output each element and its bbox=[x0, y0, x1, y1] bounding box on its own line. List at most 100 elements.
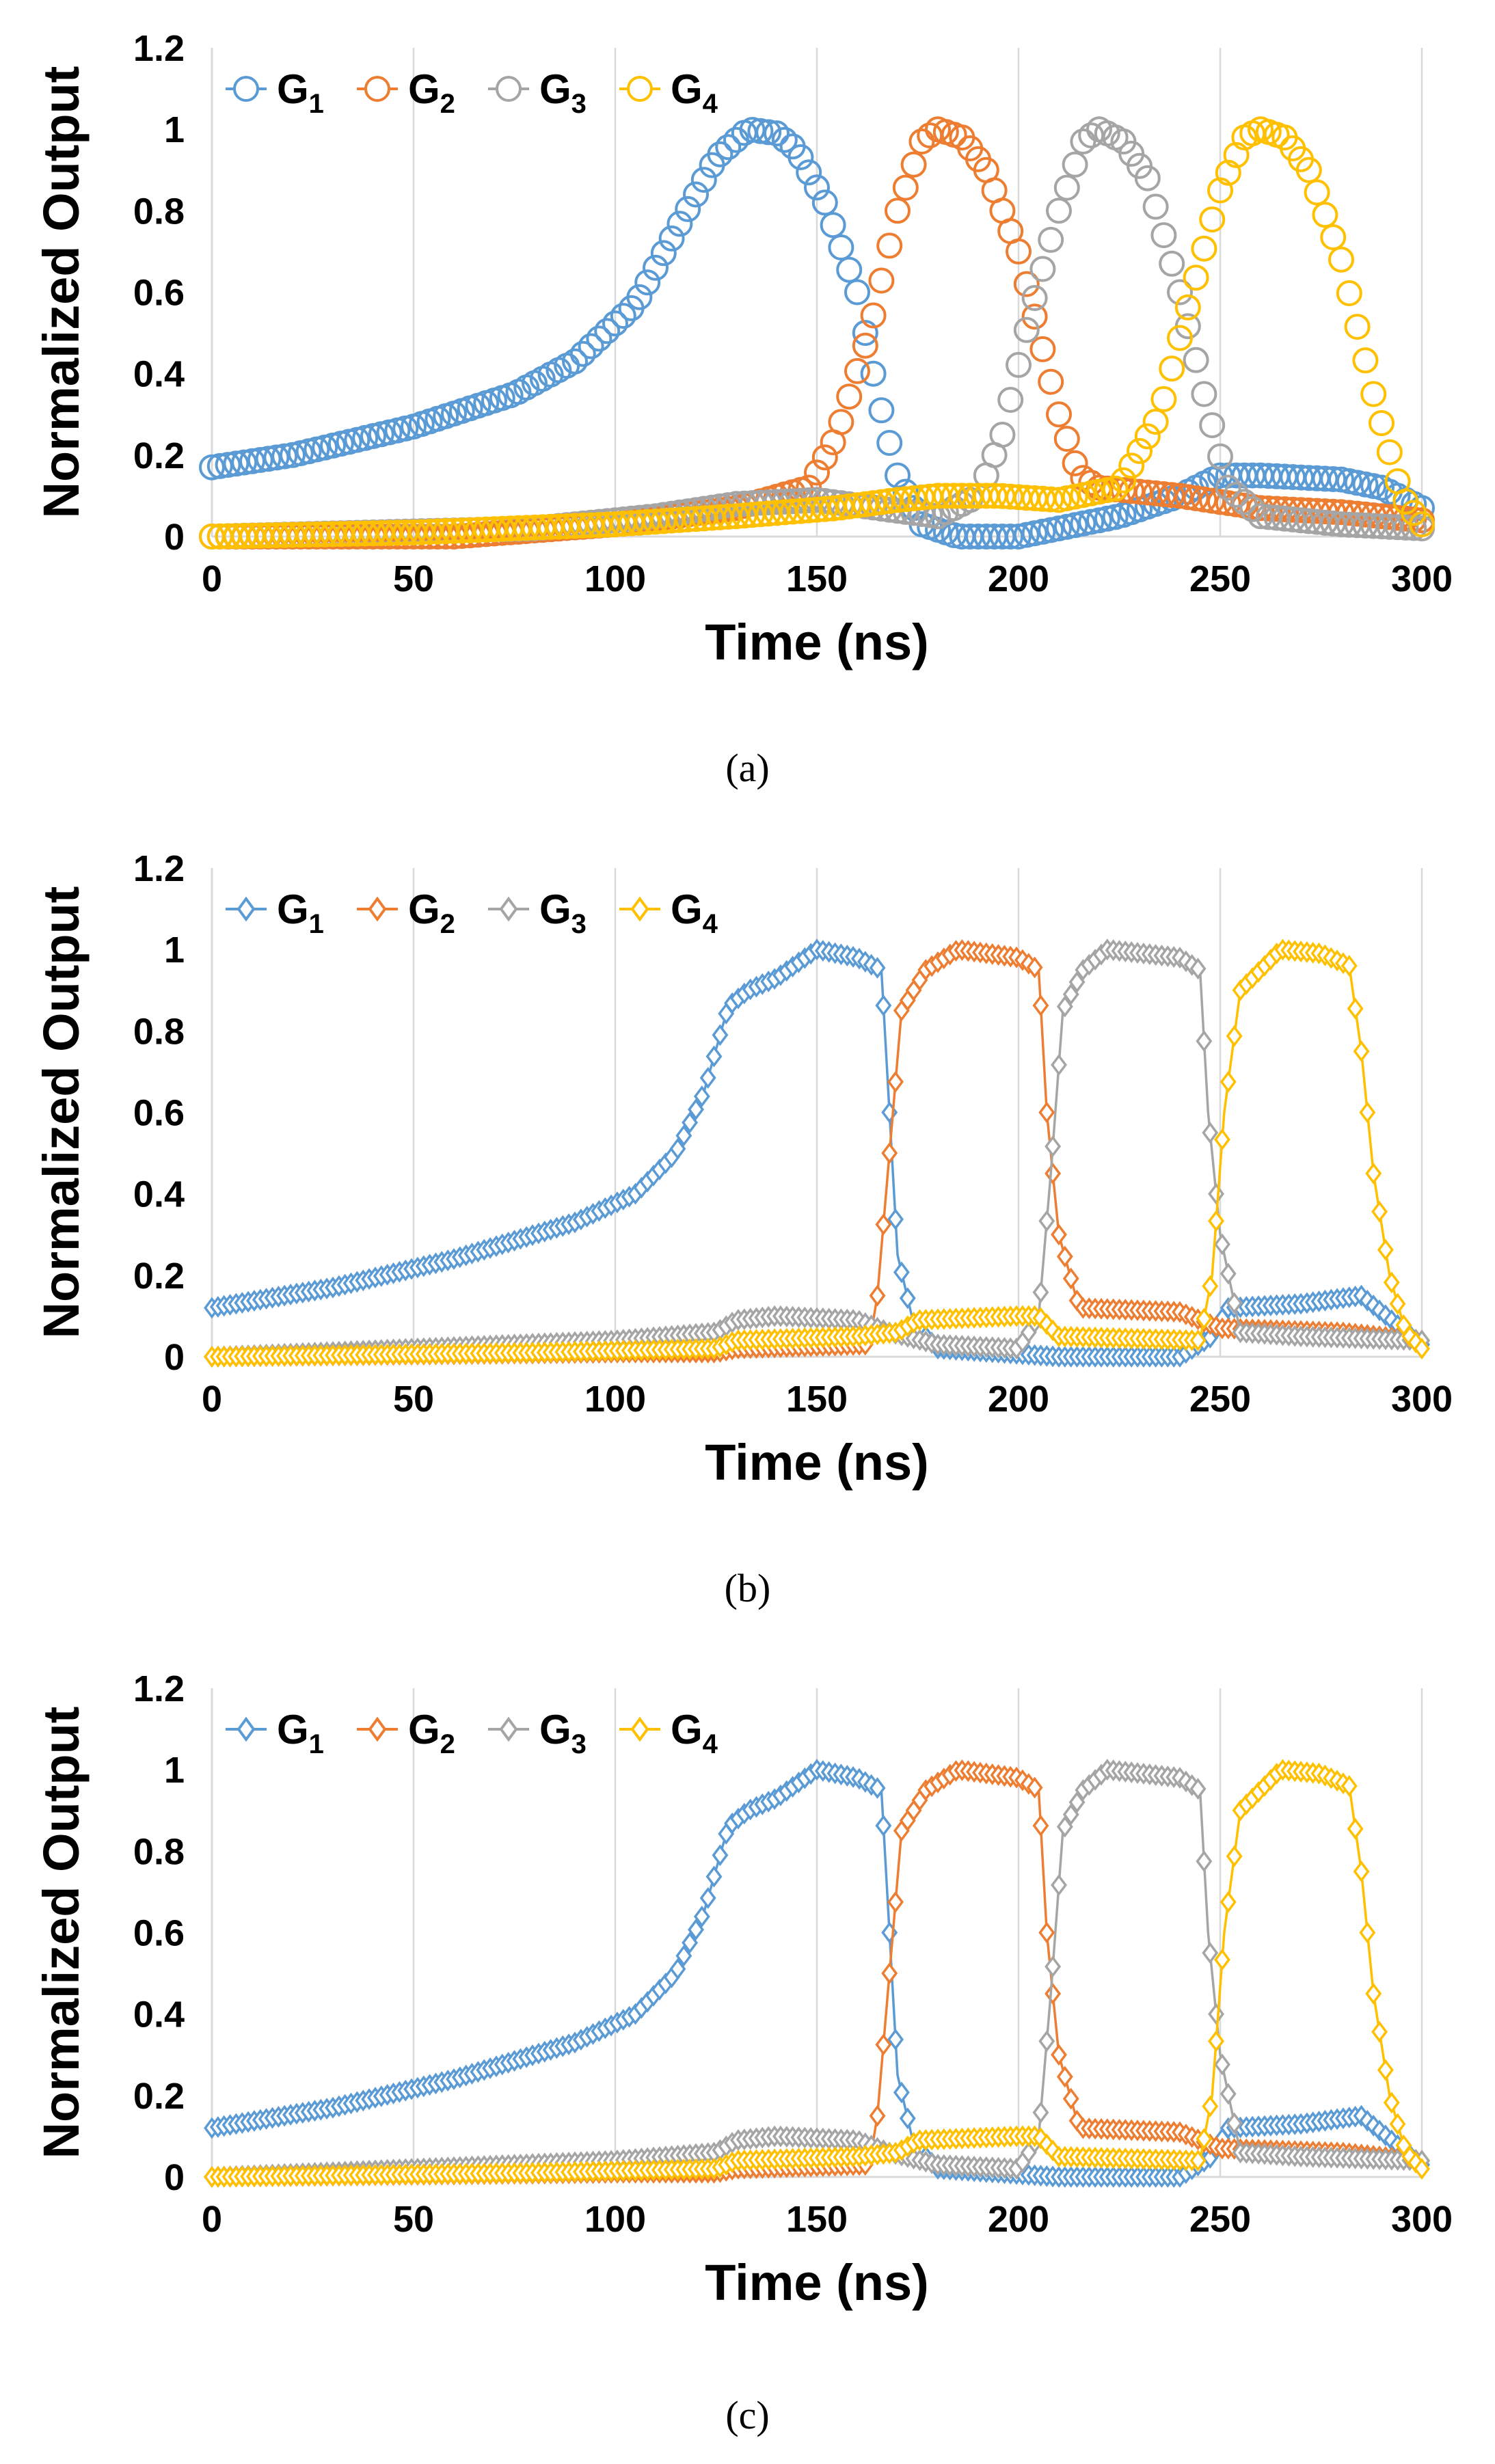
data-point bbox=[1167, 483, 1193, 509]
data-point bbox=[1032, 1281, 1049, 1303]
data-point bbox=[578, 333, 604, 360]
data-point bbox=[247, 447, 273, 473]
data-point bbox=[1056, 995, 1073, 1018]
data-point bbox=[1226, 2112, 1243, 2135]
data-point bbox=[1026, 956, 1043, 979]
data-point bbox=[1026, 1776, 1043, 1799]
data-point bbox=[1013, 316, 1040, 343]
data-point bbox=[1196, 1030, 1213, 1053]
caption-c: (c) bbox=[725, 2393, 770, 2437]
legend-item-G4: G4 bbox=[619, 66, 718, 119]
x-axis-title: Time (ns) bbox=[705, 1434, 929, 1491]
data-point bbox=[239, 448, 265, 474]
data-point bbox=[1038, 1921, 1055, 1944]
data-point bbox=[688, 1098, 704, 1121]
data-point bbox=[739, 117, 766, 143]
data-point bbox=[1353, 1860, 1370, 1883]
legend-item-G3: G3 bbox=[488, 1707, 587, 1759]
legend-label-subscript: 1 bbox=[309, 909, 324, 939]
caption-a: (a) bbox=[725, 746, 770, 790]
legend-item-G2: G2 bbox=[357, 66, 455, 119]
data-point bbox=[828, 234, 854, 260]
x-tick-label: 200 bbox=[988, 2199, 1049, 2240]
data-point bbox=[852, 332, 878, 359]
data-point bbox=[1215, 474, 1241, 501]
data-point bbox=[1371, 1200, 1388, 1223]
x-tick-label: 150 bbox=[786, 558, 848, 599]
x-tick-label: 50 bbox=[393, 2199, 434, 2240]
legend-label-base: G bbox=[408, 1707, 440, 1752]
data-point bbox=[1051, 1223, 1067, 1246]
data-point bbox=[868, 397, 895, 424]
data-point bbox=[1134, 423, 1161, 450]
caption-b: (b) bbox=[724, 1566, 771, 1610]
data-point bbox=[1220, 1070, 1237, 1093]
legend-label: G1 bbox=[277, 1707, 324, 1759]
data-point bbox=[1183, 347, 1209, 373]
data-point bbox=[569, 340, 596, 367]
x-tick-label: 200 bbox=[988, 1379, 1049, 1420]
legend-label-subscript: 4 bbox=[703, 89, 718, 119]
x-tick-label: 200 bbox=[988, 558, 1049, 599]
data-point bbox=[836, 256, 863, 283]
data-point bbox=[1167, 279, 1193, 306]
data-point bbox=[688, 1919, 704, 1941]
data-point bbox=[206, 452, 233, 479]
data-point bbox=[869, 1777, 886, 1799]
legend: G1 G2 G3 G4 bbox=[226, 886, 718, 939]
legend-label-base: G bbox=[539, 1707, 571, 1752]
legend-label-subscript: 3 bbox=[571, 1729, 587, 1759]
data-point bbox=[712, 1024, 729, 1046]
data-point bbox=[1414, 2158, 1430, 2180]
data-point bbox=[1353, 1040, 1370, 1063]
data-point bbox=[693, 1906, 710, 1928]
data-point bbox=[1142, 193, 1169, 220]
data-point bbox=[699, 1886, 716, 1909]
legend-label-subscript: 3 bbox=[571, 909, 587, 939]
legend-label: G2 bbox=[408, 66, 455, 119]
x-tick-label: 0 bbox=[202, 558, 222, 599]
data-point bbox=[1062, 1267, 1079, 1290]
data-point bbox=[1174, 294, 1201, 321]
data-point bbox=[1118, 452, 1145, 479]
data-point bbox=[1196, 2128, 1213, 2150]
data-point bbox=[1062, 450, 1088, 476]
data-point bbox=[796, 159, 822, 186]
data-point bbox=[693, 1085, 710, 1108]
data-point bbox=[1056, 1815, 1073, 1838]
data-point bbox=[755, 119, 782, 146]
data-point bbox=[1062, 983, 1079, 1005]
legend-label-base: G bbox=[671, 66, 703, 112]
data-point bbox=[1045, 1319, 1062, 1342]
data-point bbox=[650, 240, 677, 267]
data-point bbox=[1038, 226, 1064, 253]
y-tick-label: 1 bbox=[164, 930, 185, 971]
legend-label-subscript: 4 bbox=[703, 1729, 718, 1759]
data-point bbox=[1214, 1949, 1230, 1971]
data-point bbox=[1214, 1233, 1230, 1256]
data-point bbox=[917, 122, 943, 149]
legend-label: G1 bbox=[277, 66, 324, 119]
data-point bbox=[1174, 484, 1201, 511]
data-point bbox=[899, 2107, 916, 2130]
data-point bbox=[650, 502, 677, 528]
data-point bbox=[1207, 177, 1233, 204]
y-tick-label: 0.4 bbox=[133, 354, 185, 395]
data-point bbox=[215, 452, 241, 478]
y-tick-label: 0.6 bbox=[133, 1093, 185, 1134]
legend-item-G3: G3 bbox=[488, 886, 587, 939]
legend-label-base: G bbox=[408, 66, 440, 112]
legend-label-subscript: 2 bbox=[440, 89, 455, 119]
y-tick-label: 0.6 bbox=[133, 1913, 185, 1954]
data-point bbox=[1392, 514, 1419, 541]
data-point bbox=[634, 269, 661, 296]
y-tick-label: 0.8 bbox=[133, 191, 185, 232]
y-tick-label: 1.2 bbox=[133, 1668, 185, 1709]
data-point bbox=[1032, 1815, 1049, 1837]
data-point bbox=[1304, 179, 1330, 206]
data-point bbox=[1214, 1128, 1230, 1151]
data-point bbox=[899, 1287, 916, 1310]
data-point bbox=[658, 225, 685, 252]
data-point bbox=[1189, 2150, 1207, 2172]
data-point bbox=[892, 174, 919, 201]
